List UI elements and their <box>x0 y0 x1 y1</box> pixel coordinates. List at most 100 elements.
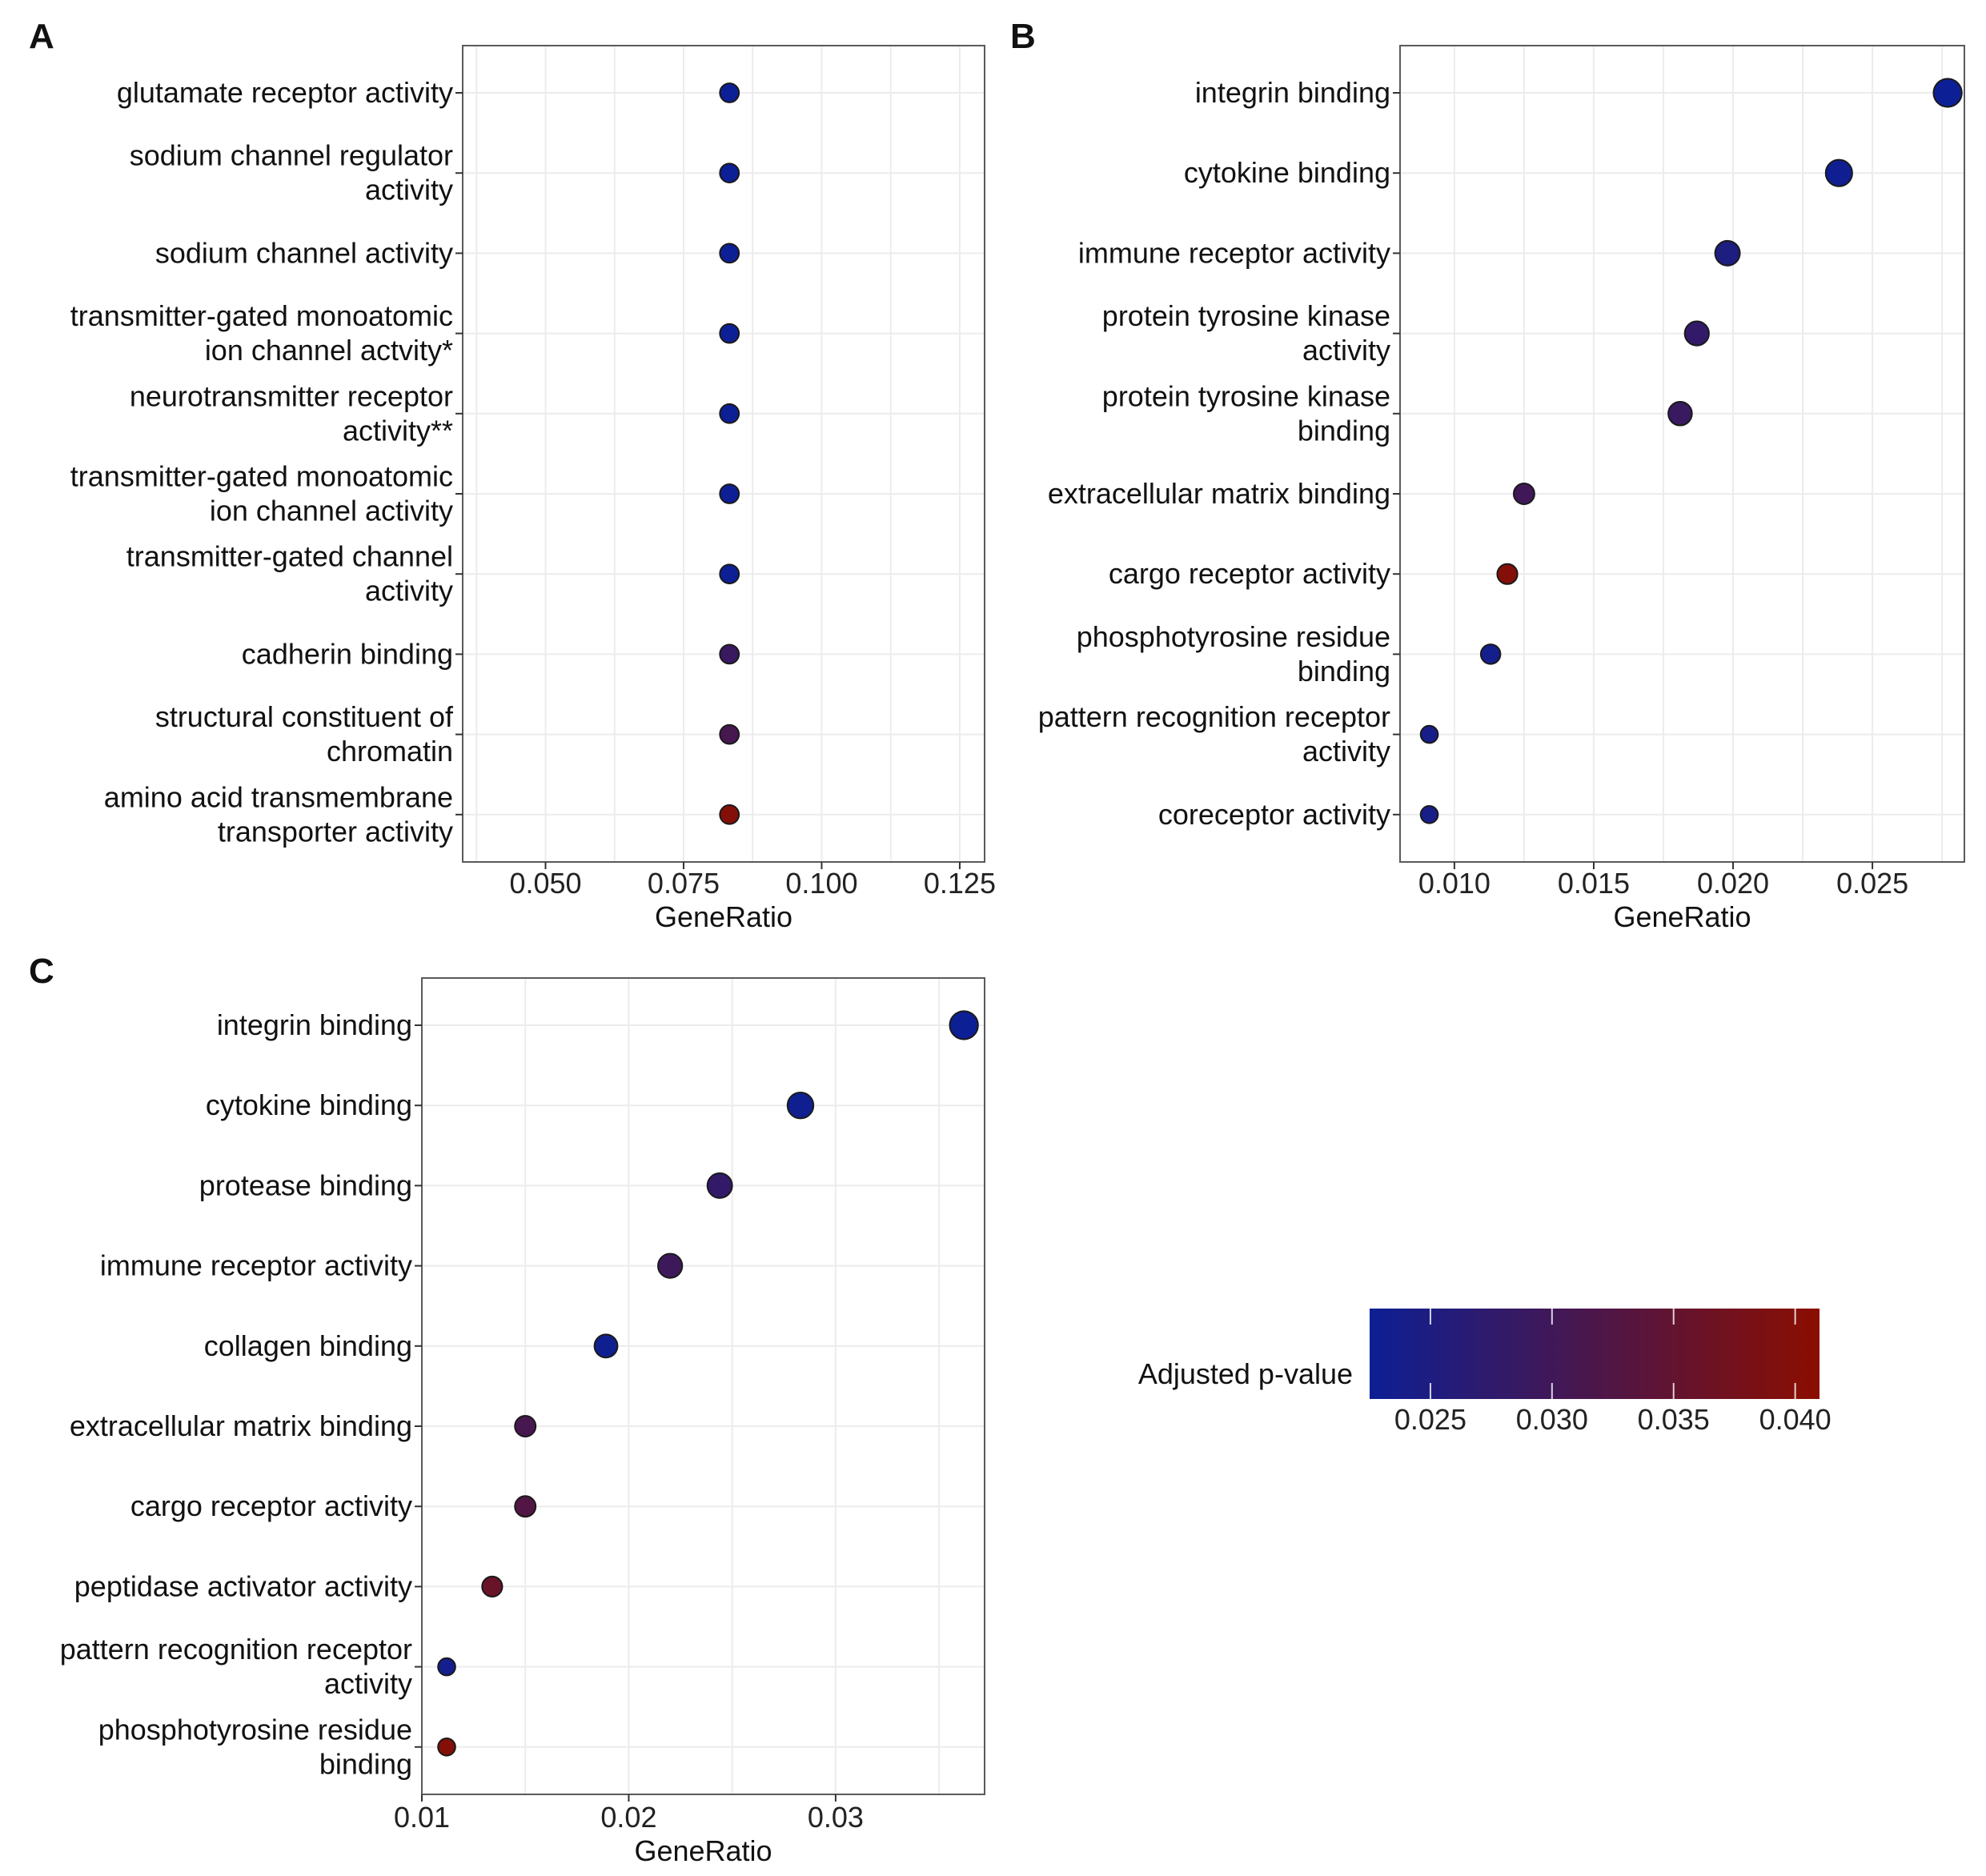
data-point <box>481 1575 504 1598</box>
x-tick-label: 0.125 <box>924 867 996 900</box>
category-label-line: protein tyrosine kinase <box>1102 379 1390 412</box>
category-label-line: transmitter-gated monoatomic <box>70 299 453 332</box>
data-point <box>1496 563 1519 585</box>
data-point <box>1932 78 1963 108</box>
x-tick-label: 0.015 <box>1558 867 1630 900</box>
category-label-line: activity** <box>343 414 453 447</box>
category-label: glutamate receptor activity <box>117 76 453 109</box>
category-label-line: transporter activity <box>218 815 453 848</box>
category-label: integrin binding <box>1195 76 1390 109</box>
panel-letter-b: B <box>1010 17 1036 56</box>
category-label-line: immune receptor activity <box>1078 236 1390 269</box>
legend-ticks: 0.025 0.030 0.035 0.040 <box>1394 1309 1832 1436</box>
category-label: sodium channel activity <box>155 236 453 269</box>
legend-title: Adjusted p-value <box>1138 1357 1353 1390</box>
category-label: cargo receptor activity <box>130 1489 412 1522</box>
category-label-line: binding <box>319 1747 412 1780</box>
x-tick-label: 0.100 <box>785 867 857 900</box>
category-label-line: phosphotyrosine residue <box>1077 620 1390 653</box>
legend-tick-label: 0.025 <box>1394 1403 1466 1436</box>
category-label: cytokine binding <box>206 1088 412 1121</box>
data-point <box>1714 239 1741 267</box>
category-label-line: activity <box>365 575 453 607</box>
legend-tick-label: 0.035 <box>1638 1403 1710 1436</box>
legend-colorbar <box>1370 1309 1819 1399</box>
category-label: peptidase activator activity <box>74 1569 412 1602</box>
x-axis-title: GeneRatio <box>634 1834 772 1867</box>
data-point <box>1419 805 1439 824</box>
category-label: protease binding <box>199 1168 412 1201</box>
category-label-line: cytokine binding <box>206 1088 412 1121</box>
category-label: immune receptor activity <box>100 1249 412 1282</box>
category-label-line: cargo receptor activity <box>130 1489 412 1522</box>
data-point <box>719 563 740 585</box>
category-label-line: immune receptor activity <box>100 1249 412 1282</box>
x-tick-label: 0.010 <box>1418 867 1491 900</box>
data-point <box>719 403 740 424</box>
category-label-line: cargo receptor activity <box>1109 557 1390 590</box>
data-point <box>1824 158 1853 187</box>
plot-background <box>422 978 985 1794</box>
x-tick-label: 0.050 <box>509 867 581 900</box>
plot-background <box>1400 46 1964 862</box>
gridlines <box>1400 46 1964 862</box>
data-point <box>719 643 740 665</box>
category-label: coreceptor activity <box>1158 798 1390 831</box>
category-label-line: sodium channel activity <box>155 236 453 269</box>
plot-panel-a: 0.050 0.075 0.100 0.125 GeneRatio glutamate r… <box>70 45 996 933</box>
category-label: immune receptor activity <box>1078 236 1390 269</box>
panel-letter-c: C <box>29 952 54 991</box>
x-tick-label: 0.01 <box>394 1801 450 1834</box>
data-point <box>719 82 740 103</box>
plot-border <box>421 977 985 1795</box>
category-label-line: collagen binding <box>204 1329 412 1362</box>
category-label: transmitter-gated monoatomic ion channel … <box>70 460 453 527</box>
category-label: cadherin binding <box>242 637 453 670</box>
category-label-line: protease binding <box>199 1168 412 1201</box>
category-label-line: cytokine binding <box>1184 156 1390 189</box>
category-label-line: activity <box>1302 735 1390 768</box>
data-point <box>719 804 740 825</box>
category-label-line: integrin binding <box>217 1008 412 1041</box>
category-label-line: neurotransmitter receptor <box>130 379 453 412</box>
category-label-line: peptidase activator activity <box>74 1569 412 1602</box>
data-point <box>657 1253 684 1279</box>
category-label-line: ion channel activity <box>210 495 453 527</box>
category-label-line: coreceptor activity <box>1158 798 1390 831</box>
data-point <box>949 1010 979 1040</box>
category-label: pattern recognition receptor activity <box>1038 700 1390 768</box>
category-label-line: transmitter-gated monoatomic <box>70 460 453 493</box>
data-point <box>719 323 740 344</box>
x-tick-label: 0.03 <box>808 1801 864 1834</box>
category-label: amino acid transmembrane transporter acti… <box>104 780 453 848</box>
x-axis-title: GeneRatio <box>1613 900 1751 933</box>
data-point <box>786 1092 815 1120</box>
category-label-line: transmitter-gated channel <box>126 540 453 573</box>
category-label-line: pattern recognition receptor <box>60 1633 412 1666</box>
data-point <box>514 1415 537 1437</box>
data-point <box>719 724 740 745</box>
category-label-line: chromatin <box>327 735 453 768</box>
category-label: cargo receptor activity <box>1109 557 1390 590</box>
plot-border <box>462 45 985 863</box>
panel-b: B 0.010 0.015 0.020 0.025 GeneRatio integrin … <box>1010 17 1965 933</box>
category-label-line: protein tyrosine kinase <box>1102 299 1390 332</box>
category-label-line: cadherin binding <box>242 637 453 670</box>
category-label-line: extracellular matrix binding <box>70 1409 412 1442</box>
category-label-line: activity <box>324 1667 412 1700</box>
data-point <box>1667 401 1693 427</box>
category-label: phosphotyrosine residue binding <box>98 1713 412 1780</box>
data-point <box>719 243 740 264</box>
category-label: extracellular matrix binding <box>70 1409 412 1442</box>
data-point <box>1419 724 1439 744</box>
x-tick-label: 0.020 <box>1697 867 1769 900</box>
legend-tick-label: 0.040 <box>1759 1403 1832 1436</box>
category-label-line: structural constituent of <box>155 700 454 733</box>
data-point <box>1512 483 1535 505</box>
category-label: cytokine binding <box>1184 156 1390 189</box>
category-label-line: phosphotyrosine residue <box>98 1713 412 1746</box>
category-label: structural constituent of chromatin <box>155 700 454 768</box>
x-tick-label: 0.02 <box>600 1801 656 1834</box>
x-tick-label: 0.025 <box>1836 867 1908 900</box>
